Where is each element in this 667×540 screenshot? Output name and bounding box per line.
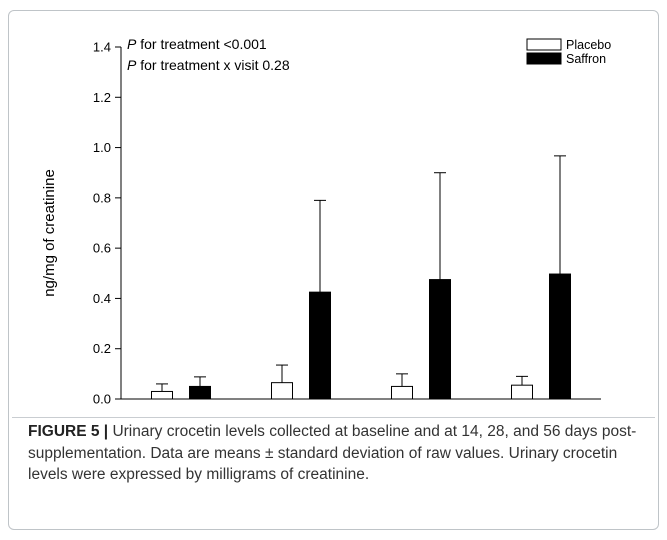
- y-tick-label: 0.2: [93, 341, 111, 356]
- bar-placebo: [271, 382, 293, 400]
- y-tick-label: 0.4: [93, 291, 111, 306]
- annotation-text: P for treatment x visit 0.28: [127, 57, 290, 73]
- annotation-text: P for treatment <0.001: [127, 36, 267, 52]
- x-tick-label: Day 14: [280, 413, 321, 415]
- legend-swatch-placebo: [526, 38, 562, 51]
- y-tick-label: 1.0: [93, 140, 111, 155]
- x-tick-label: Baseline: [156, 413, 206, 415]
- figure-frame: [8, 10, 659, 530]
- bar-saffron: [189, 385, 211, 400]
- annotation-rest: for treatment <0.001: [136, 36, 267, 52]
- annotation-rest: for treatment x visit 0.28: [136, 57, 289, 73]
- error-bars: [156, 155, 566, 392]
- y-axis-label: ng/mg of creatinine: [41, 169, 58, 297]
- bars: [151, 273, 571, 400]
- bar-saffron: [429, 279, 451, 400]
- x-tick-label: Day 28: [400, 413, 441, 415]
- annotation-italic-p: P: [127, 57, 137, 73]
- y-tick-label: 0.6: [93, 241, 111, 256]
- legend-label-placebo: Placebo: [566, 38, 611, 52]
- caption-separator: |: [103, 423, 109, 440]
- tick-labels: 0.0 0.2 0.4 0.6 0.8 1.0 1.2 1.4 Baseline Day 14 Da…: [93, 40, 562, 416]
- figure-caption: FIGURE 5 | Urinary crocetin levels colle…: [28, 421, 648, 486]
- bar-chart: 0.0 0.2 0.4 0.6 0.8 1.0 1.2 1.4 Baseline Day 14 Da…: [41, 36, 611, 416]
- axes: [115, 46, 601, 400]
- bar-saffron: [549, 273, 571, 400]
- annotation-italic-p: P: [127, 36, 137, 52]
- caption-divider: [12, 417, 655, 418]
- bar-placebo: [391, 385, 413, 400]
- legend-label-saffron: Saffron: [566, 52, 606, 66]
- y-tick-label: 1.4: [93, 40, 111, 55]
- caption-text: Urinary crocetin levels collected at bas…: [28, 423, 637, 483]
- y-tick-label: 1.2: [93, 90, 111, 105]
- bar-placebo: [151, 390, 173, 400]
- bar-saffron: [309, 291, 331, 400]
- bar-placebo: [511, 384, 533, 400]
- figure-label: FIGURE 5: [28, 423, 100, 440]
- y-tick-label: 0.0: [93, 392, 111, 407]
- x-tick-label: Day 56: [520, 413, 561, 415]
- y-tick-label: 0.8: [93, 190, 111, 205]
- legend-swatch-saffron: [526, 52, 562, 65]
